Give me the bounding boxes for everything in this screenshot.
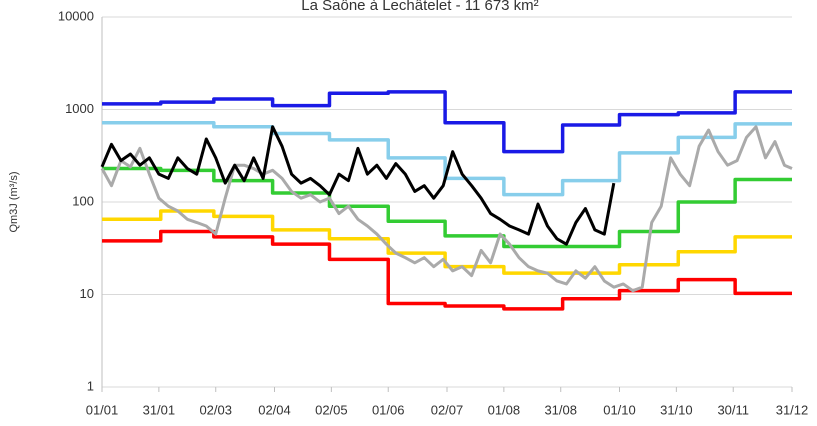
x-tick-label: 31/12 — [776, 402, 809, 417]
x-tick-label: 01/06 — [372, 402, 405, 417]
x-tick-label: 31/08 — [544, 402, 577, 417]
series-line — [102, 90, 792, 154]
y-tick-label: 10 — [80, 286, 94, 301]
y-tick-label: 10000 — [58, 8, 94, 23]
series-line — [102, 209, 792, 275]
y-tick-label: 100 — [72, 193, 94, 208]
x-tick-label: 31/01 — [143, 402, 176, 417]
x-tick-label: 02/03 — [199, 402, 232, 417]
series-line — [100, 125, 793, 293]
chart-title: La Saône à Lechâtelet - 11 673 km² — [301, 0, 538, 14]
x-tick-label: 02/04 — [258, 402, 291, 417]
y-tick-label: 1000 — [65, 101, 94, 116]
x-tick-label: 31/10 — [660, 402, 693, 417]
x-tick-label: 01/08 — [488, 402, 521, 417]
x-tick-label: 01/01 — [86, 402, 119, 417]
series-line — [102, 166, 792, 249]
series-line — [100, 125, 616, 246]
x-tick-label: 02/05 — [315, 402, 348, 417]
y-axis-label: Qm3J (m³/s) — [8, 171, 20, 232]
x-tick-label: 02/07 — [431, 402, 464, 417]
x-tick-label: 01/10 — [603, 402, 636, 417]
x-tick-label: 30/11 — [717, 402, 749, 417]
y-tick-label: 1 — [87, 378, 94, 393]
series-line — [102, 229, 792, 311]
